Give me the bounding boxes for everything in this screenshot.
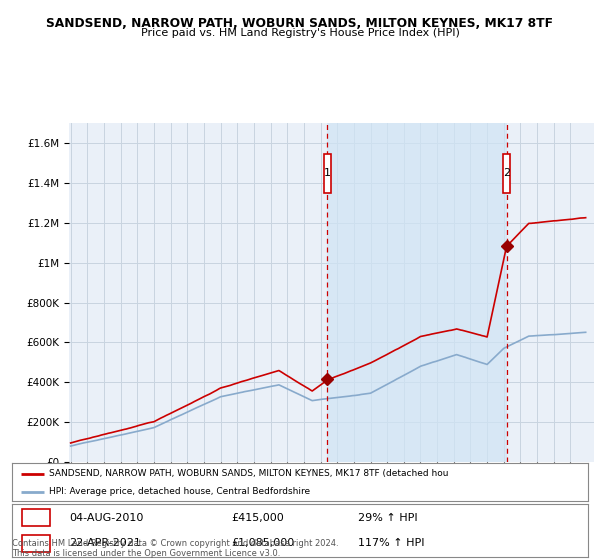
Text: £415,000: £415,000	[231, 513, 284, 523]
Text: 22-APR-2021: 22-APR-2021	[70, 538, 142, 548]
Text: 2: 2	[503, 168, 510, 178]
Text: 2: 2	[32, 538, 40, 548]
Bar	[324, 153, 331, 193]
Text: 29% ↑ HPI: 29% ↑ HPI	[358, 513, 417, 523]
Bar	[503, 153, 510, 193]
Bar	[22, 510, 50, 526]
Text: Contains HM Land Registry data © Crown copyright and database right 2024.
This d: Contains HM Land Registry data © Crown c…	[12, 539, 338, 558]
Text: Price paid vs. HM Land Registry's House Price Index (HPI): Price paid vs. HM Land Registry's House …	[140, 28, 460, 38]
Bar	[328, 123, 506, 462]
Text: 1: 1	[32, 513, 40, 523]
Text: 117% ↑ HPI: 117% ↑ HPI	[358, 538, 424, 548]
Text: SANDSEND, NARROW PATH, WOBURN SANDS, MILTON KEYNES, MK17 8TF (detached hou: SANDSEND, NARROW PATH, WOBURN SANDS, MIL…	[49, 469, 449, 478]
Text: 04-AUG-2010: 04-AUG-2010	[70, 513, 144, 523]
Text: SANDSEND, NARROW PATH, WOBURN SANDS, MILTON KEYNES, MK17 8TF: SANDSEND, NARROW PATH, WOBURN SANDS, MIL…	[47, 17, 554, 30]
Text: 1: 1	[324, 168, 331, 178]
Bar	[22, 535, 50, 552]
Text: £1,085,000: £1,085,000	[231, 538, 294, 548]
Text: HPI: Average price, detached house, Central Bedfordshire: HPI: Average price, detached house, Cent…	[49, 487, 311, 496]
